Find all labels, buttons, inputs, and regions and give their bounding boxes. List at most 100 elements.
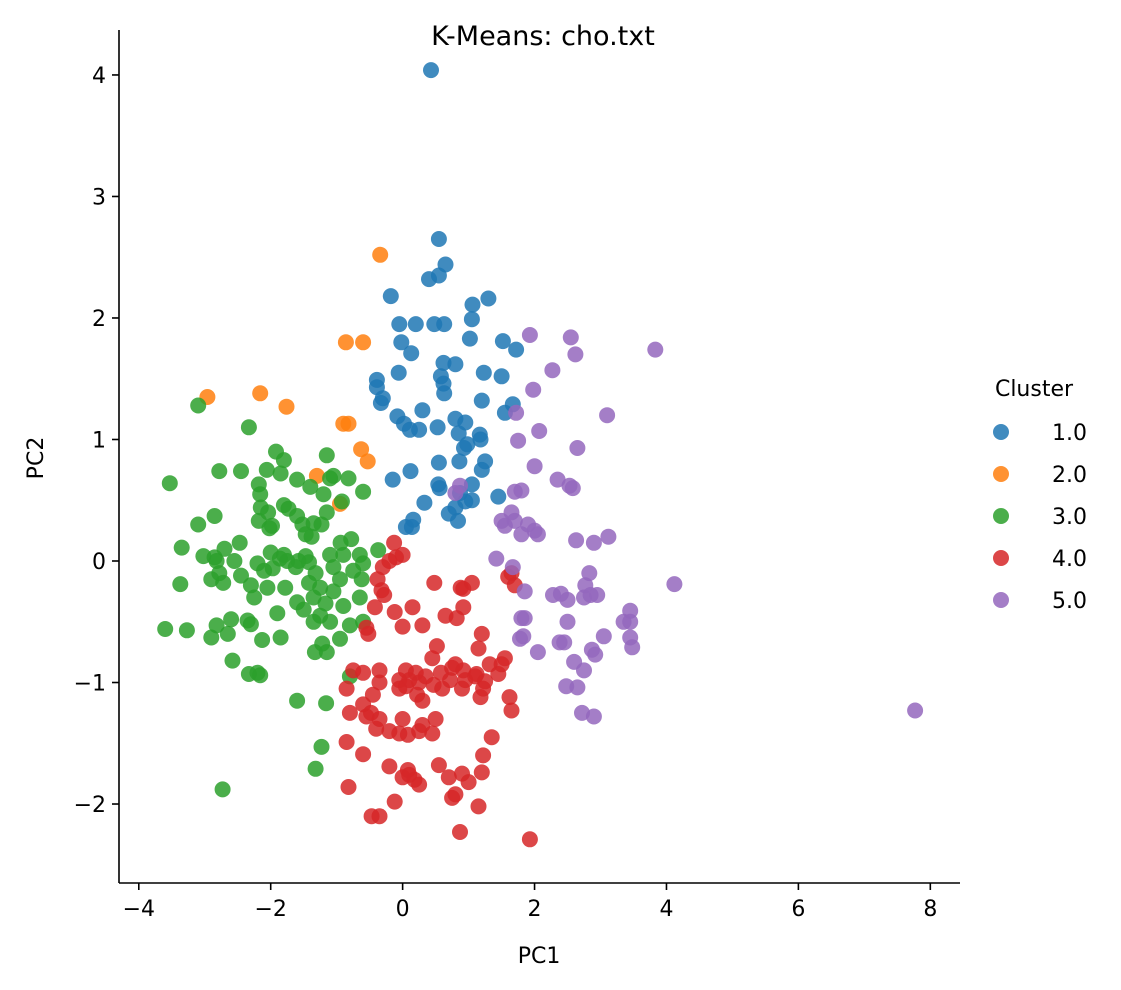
data-point <box>460 774 477 791</box>
data-point <box>503 702 520 719</box>
data-point <box>421 271 437 288</box>
data-point <box>428 638 445 655</box>
data-point <box>272 465 289 482</box>
data-point <box>208 617 225 634</box>
data-point <box>303 528 320 545</box>
data-point <box>226 553 243 569</box>
data-point <box>252 486 269 503</box>
data-point <box>318 695 335 712</box>
data-point <box>340 470 357 487</box>
data-point <box>318 504 335 521</box>
data-point <box>302 478 319 495</box>
data-point <box>589 587 606 603</box>
data-point <box>208 553 225 569</box>
data-point <box>259 579 276 596</box>
data-point <box>569 440 586 456</box>
data-point <box>315 486 332 503</box>
y-tick-label: 3 <box>92 185 106 210</box>
data-point <box>338 734 355 750</box>
data-point <box>322 613 339 630</box>
data-point <box>526 458 543 475</box>
data-point <box>364 686 381 703</box>
data-point <box>313 738 330 755</box>
data-point <box>338 680 355 697</box>
legend-label: 2.0 <box>1052 463 1087 488</box>
legend-marker <box>993 466 1009 482</box>
data-point <box>355 664 372 681</box>
y-tick-label: 4 <box>92 64 106 89</box>
data-point <box>372 395 389 411</box>
data-point <box>358 708 375 725</box>
data-point <box>289 471 306 488</box>
data-point <box>569 679 586 696</box>
legend-marker <box>993 550 1009 566</box>
data-point <box>353 441 370 458</box>
data-point <box>305 613 322 630</box>
data-point <box>215 574 232 591</box>
data-point <box>371 662 388 679</box>
data-point <box>242 616 259 633</box>
y-tick-label: −1 <box>74 672 106 697</box>
data-point <box>403 519 420 535</box>
data-point <box>386 793 403 810</box>
data-point <box>411 421 428 438</box>
data-point <box>473 625 490 642</box>
data-point <box>506 512 523 529</box>
data-point <box>455 580 472 597</box>
data-point <box>559 613 576 630</box>
data-point <box>472 689 489 706</box>
data-point <box>521 831 538 848</box>
legend-label: 4.0 <box>1052 547 1087 572</box>
data-point <box>622 613 639 630</box>
data-point <box>464 296 481 313</box>
data-point <box>576 662 592 679</box>
x-tick-label: −2 <box>254 897 286 922</box>
data-point <box>252 385 269 402</box>
legend-marker <box>993 508 1009 524</box>
data-point <box>355 483 372 500</box>
data-point <box>430 231 447 247</box>
data-point <box>391 316 408 333</box>
data-point <box>374 559 391 576</box>
data-point <box>295 601 312 618</box>
data-point <box>429 419 446 436</box>
data-point <box>341 617 358 634</box>
legend-marker <box>993 592 1009 608</box>
data-point <box>287 559 304 576</box>
y-ticks: −2 −1 0 1 2 3 4 <box>74 64 119 818</box>
data-point <box>587 646 604 663</box>
data-point <box>399 726 416 743</box>
data-point <box>568 532 585 549</box>
data-point <box>461 330 478 347</box>
data-point <box>223 611 240 628</box>
data-point <box>473 392 490 409</box>
data-point <box>451 453 468 470</box>
data-point <box>366 599 383 616</box>
data-point <box>600 528 617 545</box>
data-point <box>470 798 487 815</box>
data-point <box>190 397 207 414</box>
data-point <box>463 476 480 493</box>
data-point <box>562 329 579 346</box>
data-point <box>424 725 441 742</box>
data-point <box>394 546 411 563</box>
data-point <box>436 385 453 402</box>
data-point <box>595 628 612 645</box>
data-point <box>567 346 584 363</box>
legend: Cluster 1.0 2.0 3.0 4.0 5.0 <box>993 377 1087 614</box>
data-point <box>370 542 387 559</box>
data-point <box>343 531 360 548</box>
data-point <box>494 333 511 350</box>
data-point <box>203 629 220 646</box>
data-point <box>454 680 470 697</box>
data-point <box>272 629 289 646</box>
y-tick-label: 0 <box>92 550 106 575</box>
data-point <box>289 692 306 709</box>
x-ticks: −4 −2 0 2 4 6 8 <box>123 883 937 922</box>
data-point <box>414 402 431 419</box>
data-point <box>564 480 581 497</box>
points-layer <box>157 62 924 848</box>
legend-marker <box>993 424 1009 440</box>
data-point <box>411 674 428 691</box>
